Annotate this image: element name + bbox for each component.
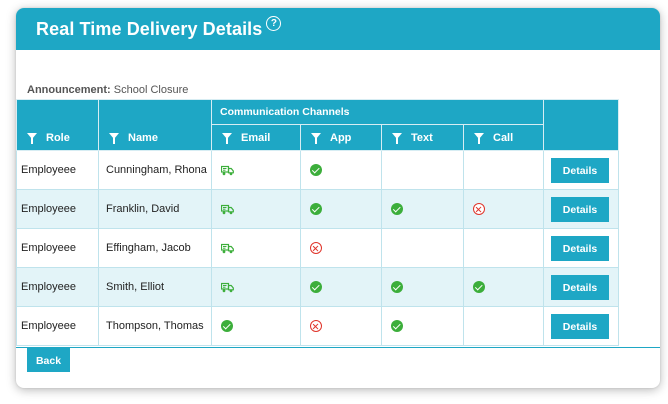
table-row: Employeee Cunningham, Rhona Details <box>16 150 620 190</box>
delivery-details-card: Real Time Delivery Details ? Announcemen… <box>16 8 660 388</box>
cell-email-status <box>211 267 301 307</box>
table-row: Employeee Franklin, David Details <box>16 189 620 229</box>
column-header-email[interactable]: Email <box>211 124 301 151</box>
filter-icon[interactable] <box>392 132 402 144</box>
column-header-call[interactable]: Call <box>462 124 545 151</box>
cell-name: Effingham, Jacob <box>98 228 212 268</box>
cell-email-status <box>211 189 301 229</box>
success-check-icon <box>391 320 403 333</box>
announcement-value: School Closure <box>113 84 189 96</box>
table-body: Employeee Cunningham, Rhona Details Employe… <box>16 150 620 346</box>
filter-icon[interactable] <box>311 132 321 144</box>
cell-name: Franklin, David <box>98 189 212 229</box>
column-header-name[interactable]: Name <box>98 99 212 151</box>
delivery-truck-icon <box>221 165 234 176</box>
cell-action: Details <box>543 150 620 190</box>
cell-app-status <box>300 267 382 307</box>
cell-email-status <box>211 306 301 346</box>
cell-call-status <box>462 150 545 190</box>
cell-name: Thompson, Thomas <box>98 306 212 346</box>
cell-call-status <box>462 228 545 268</box>
failed-x-icon <box>310 320 322 333</box>
cell-app-status <box>300 306 382 346</box>
filter-icon[interactable] <box>27 133 37 144</box>
success-check-icon <box>221 320 233 333</box>
cell-email-status <box>211 228 301 268</box>
delivery-table: Role Name Communication Channels Email A… <box>16 99 620 346</box>
success-check-icon <box>391 203 403 216</box>
cell-text-status <box>381 150 464 190</box>
cell-text-status <box>381 189 464 229</box>
filter-icon[interactable] <box>474 132 484 144</box>
cell-role: Employeee <box>16 267 99 307</box>
cell-role: Employeee <box>16 150 99 190</box>
cell-app-status <box>300 150 382 190</box>
details-button[interactable]: Details <box>551 313 610 339</box>
column-header-actions <box>543 99 620 151</box>
cell-text-status <box>381 228 464 268</box>
cell-action: Details <box>543 189 620 229</box>
cell-app-status <box>300 228 382 268</box>
cell-text-status <box>381 306 464 346</box>
cell-role: Employeee <box>16 306 99 346</box>
table-row: Employeee Thompson, Thomas Details <box>16 306 620 346</box>
column-header-app[interactable]: App <box>300 124 382 151</box>
failed-x-icon <box>310 242 322 255</box>
page-title: Real Time Delivery Details <box>36 18 263 39</box>
table-row: Employeee Effingham, Jacob Details <box>16 228 620 268</box>
announcement-label: Announcement: <box>27 84 111 96</box>
help-icon[interactable]: ? <box>266 15 282 31</box>
column-header-text[interactable]: Text <box>381 124 464 151</box>
cell-text-status <box>381 267 464 307</box>
cell-role: Employeee <box>16 228 99 268</box>
failed-x-icon <box>473 203 485 216</box>
filter-icon[interactable] <box>109 133 119 144</box>
cell-name: Smith, Elliot <box>98 267 212 307</box>
details-button[interactable]: Details <box>551 274 610 300</box>
delivery-truck-icon <box>221 204 234 215</box>
cell-action: Details <box>543 306 620 346</box>
cell-call-status <box>462 189 545 229</box>
success-check-icon <box>473 281 485 294</box>
success-check-icon <box>310 281 322 294</box>
column-group-communication-channels: Communication Channels <box>210 99 545 125</box>
back-button[interactable]: Back <box>27 348 70 372</box>
delivery-truck-icon <box>221 282 234 293</box>
filter-icon[interactable] <box>222 132 232 144</box>
cell-email-status <box>211 150 301 190</box>
cell-name: Cunningham, Rhona <box>98 150 212 190</box>
details-button[interactable]: Details <box>551 157 610 183</box>
cell-action: Details <box>543 267 620 307</box>
success-check-icon <box>310 164 322 177</box>
cell-action: Details <box>543 228 620 268</box>
cell-call-status <box>462 306 545 346</box>
success-check-icon <box>310 203 322 216</box>
cell-app-status <box>300 189 382 229</box>
announcement: Announcement: School Closure <box>27 84 188 96</box>
table-row: Employeee Smith, Elliot Details <box>16 267 620 307</box>
delivery-truck-icon <box>221 243 234 254</box>
success-check-icon <box>391 281 403 294</box>
cell-call-status <box>462 267 545 307</box>
details-button[interactable]: Details <box>551 235 610 261</box>
column-header-role[interactable]: Role <box>16 99 99 151</box>
divider <box>16 347 660 348</box>
card-header: Real Time Delivery Details ? <box>16 8 660 50</box>
details-button[interactable]: Details <box>551 196 610 222</box>
cell-role: Employeee <box>16 189 99 229</box>
